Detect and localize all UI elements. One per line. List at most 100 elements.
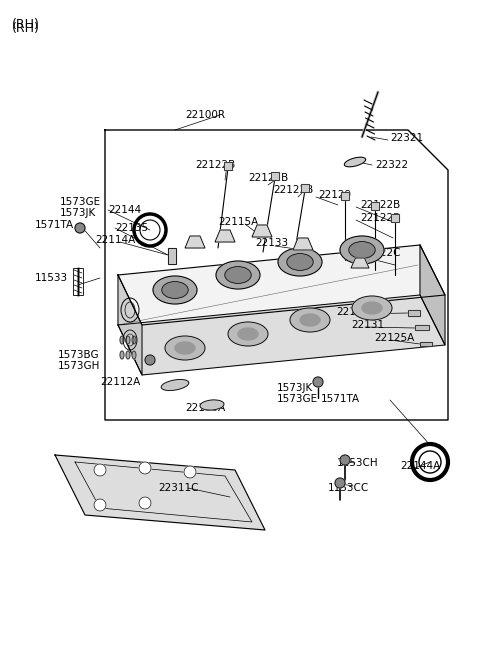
Polygon shape (118, 275, 142, 375)
Bar (224, 162, 232, 170)
Polygon shape (55, 455, 265, 530)
Text: 1573BG: 1573BG (58, 350, 100, 360)
Text: 22321: 22321 (390, 133, 423, 143)
Ellipse shape (175, 342, 195, 354)
Bar (415, 325, 429, 330)
Bar (301, 184, 309, 192)
Bar (224, 162, 232, 170)
Text: 22144: 22144 (108, 205, 141, 215)
Polygon shape (252, 225, 272, 237)
Bar (415, 325, 429, 330)
Circle shape (94, 499, 106, 511)
Text: 22133: 22133 (255, 238, 288, 248)
Bar (341, 192, 349, 200)
Text: 22131: 22131 (351, 320, 384, 330)
Bar (168, 248, 176, 264)
Bar (391, 214, 399, 222)
Bar (271, 172, 279, 180)
Text: 22311C: 22311C (158, 483, 199, 493)
Text: 22122C: 22122C (360, 248, 400, 258)
Ellipse shape (278, 248, 322, 276)
Ellipse shape (290, 308, 330, 332)
Ellipse shape (161, 380, 189, 390)
Ellipse shape (340, 236, 384, 264)
Polygon shape (118, 295, 445, 375)
Polygon shape (215, 230, 235, 242)
Bar (408, 310, 420, 316)
Circle shape (335, 478, 345, 488)
Circle shape (313, 377, 323, 387)
Ellipse shape (349, 241, 375, 258)
Polygon shape (293, 238, 313, 250)
Circle shape (94, 464, 106, 476)
Bar (371, 202, 379, 210)
Ellipse shape (238, 328, 258, 340)
Ellipse shape (126, 351, 130, 359)
Ellipse shape (300, 314, 320, 326)
Text: 22115A: 22115A (218, 217, 258, 227)
Bar (341, 192, 349, 200)
Text: 1573GH: 1573GH (58, 361, 100, 371)
Text: 22122B: 22122B (360, 200, 400, 210)
Bar (271, 172, 279, 180)
Ellipse shape (165, 336, 205, 360)
Bar (73, 268, 83, 295)
Ellipse shape (287, 254, 313, 270)
Circle shape (340, 455, 350, 465)
Text: 1153CC: 1153CC (328, 483, 369, 493)
Circle shape (75, 223, 85, 233)
Bar (371, 202, 379, 210)
Text: 22122B: 22122B (360, 213, 400, 223)
Text: 1153CH: 1153CH (337, 458, 379, 468)
Ellipse shape (352, 296, 392, 320)
Text: (RH): (RH) (12, 22, 40, 35)
Ellipse shape (120, 351, 124, 359)
Text: 22144A: 22144A (400, 461, 440, 471)
Ellipse shape (132, 336, 136, 344)
Text: 1573GE: 1573GE (60, 197, 101, 207)
Text: 22125A: 22125A (374, 333, 414, 343)
Text: 22135: 22135 (115, 223, 148, 233)
Text: 22114A: 22114A (95, 235, 135, 245)
Circle shape (139, 497, 151, 509)
Text: 1571TA: 1571TA (321, 394, 360, 404)
Bar (420, 342, 432, 346)
Ellipse shape (132, 351, 136, 359)
Ellipse shape (228, 322, 268, 346)
Ellipse shape (120, 336, 124, 344)
Text: 22122B: 22122B (195, 160, 235, 170)
Text: 1571TA: 1571TA (35, 220, 74, 230)
Text: (RH): (RH) (12, 18, 40, 31)
Bar (391, 214, 399, 222)
Text: 1573GE: 1573GE (277, 394, 318, 404)
Bar (301, 184, 309, 192)
Polygon shape (351, 258, 369, 268)
Text: 22112A: 22112A (100, 377, 140, 387)
Text: 11533: 11533 (35, 273, 68, 283)
Ellipse shape (225, 266, 251, 283)
Ellipse shape (162, 281, 188, 298)
Bar (408, 310, 420, 316)
Ellipse shape (126, 336, 130, 344)
Polygon shape (118, 245, 445, 325)
Text: 1573JK: 1573JK (277, 383, 313, 393)
Circle shape (184, 466, 196, 478)
Polygon shape (185, 236, 205, 248)
Ellipse shape (153, 276, 197, 304)
Bar (420, 342, 432, 346)
Ellipse shape (362, 302, 382, 314)
Ellipse shape (344, 157, 366, 167)
Text: 22100R: 22100R (185, 110, 225, 120)
Text: 22129: 22129 (318, 190, 351, 200)
Bar (168, 248, 176, 264)
Circle shape (139, 462, 151, 474)
Text: 22122B: 22122B (248, 173, 288, 183)
Text: 22322: 22322 (375, 160, 408, 170)
Text: 22122B: 22122B (273, 185, 313, 195)
Text: 22125B: 22125B (336, 307, 376, 317)
Text: 22113A: 22113A (185, 403, 225, 413)
Circle shape (145, 355, 155, 365)
Polygon shape (420, 245, 445, 345)
Ellipse shape (216, 261, 260, 289)
Text: 1573JK: 1573JK (60, 208, 96, 218)
